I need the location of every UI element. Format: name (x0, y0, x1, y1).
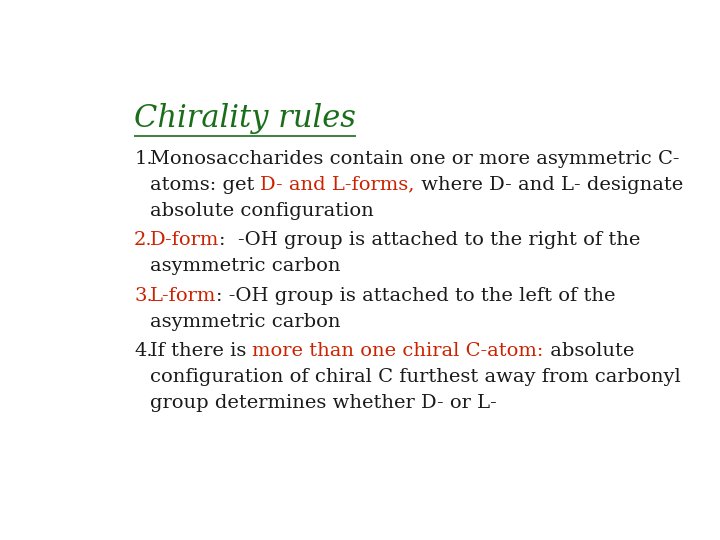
Text: configuration of chiral C furthest away from carbonyl: configuration of chiral C furthest away … (150, 368, 680, 386)
Text: 3.: 3. (134, 287, 153, 305)
Text: D-form: D-form (150, 231, 219, 249)
Text: :  -OH group is attached to the right of the: : -OH group is attached to the right of … (219, 231, 640, 249)
Text: If there is: If there is (150, 342, 252, 360)
Text: L-form: L-form (150, 287, 216, 305)
Text: 1.: 1. (134, 150, 153, 167)
Text: absolute: absolute (544, 342, 634, 360)
Text: group determines whether D- or L-: group determines whether D- or L- (150, 394, 496, 413)
Text: more than one chiral C-atom:: more than one chiral C-atom: (252, 342, 544, 360)
Text: asymmetric carbon: asymmetric carbon (150, 313, 340, 330)
Text: 2.: 2. (134, 231, 153, 249)
Text: absolute configuration: absolute configuration (150, 202, 373, 220)
Text: Chirality rules: Chirality rules (134, 103, 356, 134)
Text: asymmetric carbon: asymmetric carbon (150, 257, 340, 275)
Text: D- and L-forms,: D- and L-forms, (260, 176, 415, 194)
Text: atoms: get: atoms: get (150, 176, 260, 194)
Text: Monosaccharides contain one or more asymmetric C-: Monosaccharides contain one or more asym… (150, 150, 679, 167)
Text: 4.: 4. (134, 342, 153, 360)
Text: where D- and L- designate: where D- and L- designate (415, 176, 683, 194)
Text: : -OH group is attached to the left of the: : -OH group is attached to the left of t… (216, 287, 616, 305)
